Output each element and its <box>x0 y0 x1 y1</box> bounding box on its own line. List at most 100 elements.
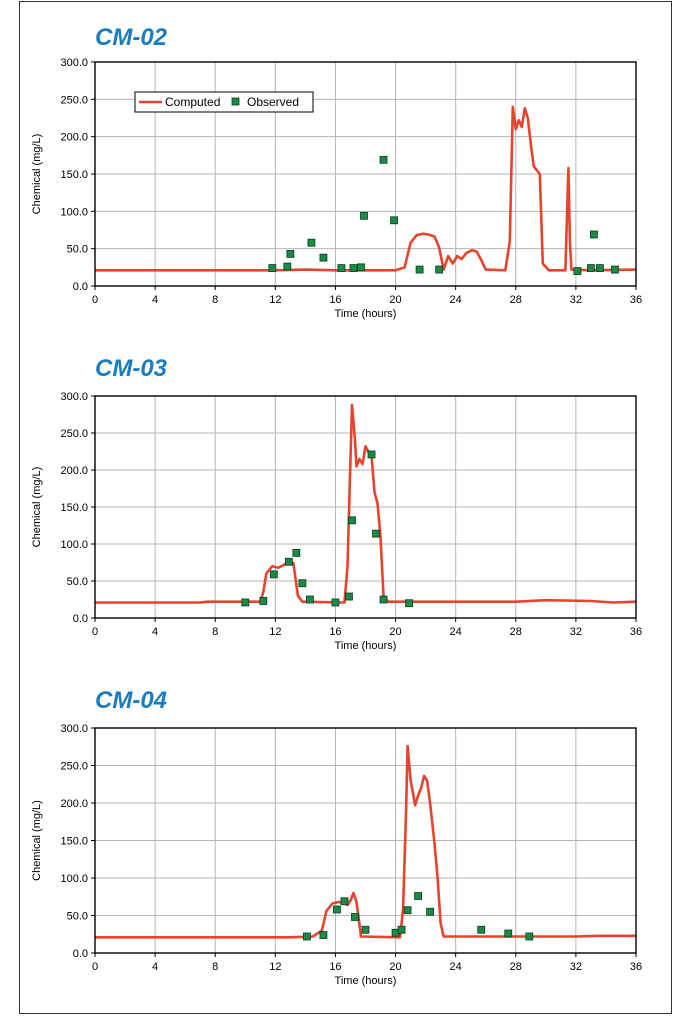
y-tick-label: 250.0 <box>60 761 88 773</box>
x-tick-label: 32 <box>570 626 582 638</box>
observed-point <box>372 529 380 538</box>
x-tick-label: 16 <box>329 626 341 638</box>
y-tick-label: 0.0 <box>73 948 88 960</box>
x-tick-label: 20 <box>389 626 401 638</box>
observed-point <box>403 906 412 915</box>
observed-point <box>268 264 277 272</box>
observed-point <box>292 548 301 557</box>
observed-point <box>333 905 341 914</box>
x-tick-label: 36 <box>630 294 642 306</box>
observed-point <box>435 265 444 274</box>
x-axis-label: Time (hours) <box>335 640 397 652</box>
legend-box <box>134 91 314 113</box>
x-tick-label: 4 <box>152 294 158 306</box>
y-tick-label: 0.0 <box>73 613 88 625</box>
observed-point <box>284 557 293 566</box>
y-tick-label: 100.0 <box>60 873 88 885</box>
observed-point <box>241 598 250 607</box>
chart-2: 0 4 8 12 16 20 24 28 32 36 0.0 50.0 100.0 150.0 200.0 2… <box>31 391 642 652</box>
chart-1: 0 4 8 12 16 20 24 28 32 36 0.0 50.0 100.0 150.0 200.0 2… <box>31 57 642 320</box>
observed-point <box>348 516 356 525</box>
observed-point <box>390 216 398 225</box>
y-tick-label: 300.0 <box>60 57 88 69</box>
observed-point <box>611 265 619 274</box>
observed-point <box>319 253 328 262</box>
x-tick-label: 20 <box>389 294 401 306</box>
y-tick-label: 150.0 <box>60 836 88 848</box>
y-axis-label: Chemical (mg/L) <box>31 134 43 215</box>
plot-border <box>94 61 637 287</box>
y-tick-label: 0.0 <box>73 281 88 293</box>
observed-point <box>269 570 278 579</box>
plot-border <box>94 727 637 954</box>
y-tick-label: 200.0 <box>60 465 88 477</box>
x-tick-label: 24 <box>450 626 462 638</box>
x-tick-label: 36 <box>630 961 642 973</box>
legend-label-computed: Computed <box>165 95 220 109</box>
y-axis-label: Chemical (mg/L) <box>31 467 43 548</box>
observed-point <box>340 897 349 906</box>
observed-point <box>573 267 582 275</box>
observed-point <box>357 263 365 272</box>
observed-point <box>361 925 370 934</box>
observed-point <box>307 238 316 247</box>
series-line-computed <box>95 744 636 939</box>
x-tick-label: 32 <box>570 294 582 306</box>
y-tick-label: 50.0 <box>67 244 88 256</box>
y-tick-label: 100.0 <box>60 206 88 218</box>
observed-point <box>477 925 486 934</box>
plot-border <box>94 395 637 619</box>
observed-point <box>331 598 340 607</box>
observed-point <box>504 929 513 938</box>
x-tick-label: 12 <box>269 294 281 306</box>
legend-point-swatch <box>231 97 240 106</box>
observed-point <box>349 264 358 272</box>
x-tick-label: 16 <box>329 961 341 973</box>
y-tick-label: 250.0 <box>60 428 88 440</box>
x-tick-label: 20 <box>389 961 401 973</box>
observed-point <box>302 932 311 941</box>
x-tick-label: 32 <box>570 961 582 973</box>
x-tick-label: 8 <box>212 626 218 638</box>
observed-point <box>319 931 328 939</box>
observed-point <box>283 262 292 271</box>
x-tick-label: 24 <box>450 294 462 306</box>
y-tick-label: 50.0 <box>67 911 88 923</box>
observed-point <box>590 230 598 239</box>
x-tick-label: 8 <box>212 961 218 973</box>
y-axis-label: Chemical (mg/L) <box>31 800 43 881</box>
observed-point <box>345 592 353 601</box>
observed-point <box>415 265 424 274</box>
observed-point <box>587 264 595 272</box>
legend: Computed Observed <box>134 91 314 113</box>
y-tick-label: 150.0 <box>60 502 88 514</box>
y-tick-label: 150.0 <box>60 169 88 181</box>
x-tick-label: 4 <box>152 961 158 973</box>
x-tick-label: 12 <box>269 626 281 638</box>
observed-point <box>379 155 388 164</box>
panel-title-cm02: CM-02 <box>95 24 168 51</box>
observed-point <box>298 579 307 588</box>
y-tick-label: 50.0 <box>67 576 88 588</box>
x-tick-label: 24 <box>450 961 462 973</box>
x-axis-label: Time (hours) <box>335 975 397 987</box>
x-tick-label: 28 <box>510 961 522 973</box>
observed-point <box>259 597 268 605</box>
observed-point <box>360 211 368 220</box>
y-tick-label: 300.0 <box>60 723 88 735</box>
x-tick-label: 0 <box>92 961 98 973</box>
panel-title-cm04: CM-04 <box>95 687 168 714</box>
y-tick-label: 200.0 <box>60 132 88 144</box>
observed-point <box>405 599 413 608</box>
observed-point <box>525 932 534 941</box>
observed-point <box>596 264 604 272</box>
x-tick-label: 8 <box>212 294 218 306</box>
chart-3: 0 4 8 12 16 20 24 28 32 36 0.0 50.0 100.0 150.0 200.0 2… <box>31 723 642 987</box>
x-tick-label: 0 <box>92 294 98 306</box>
y-tick-label: 100.0 <box>60 539 88 551</box>
y-tick-label: 200.0 <box>60 798 88 810</box>
observed-point <box>305 595 314 604</box>
x-tick-label: 12 <box>269 961 281 973</box>
x-tick-label: 28 <box>510 294 522 306</box>
